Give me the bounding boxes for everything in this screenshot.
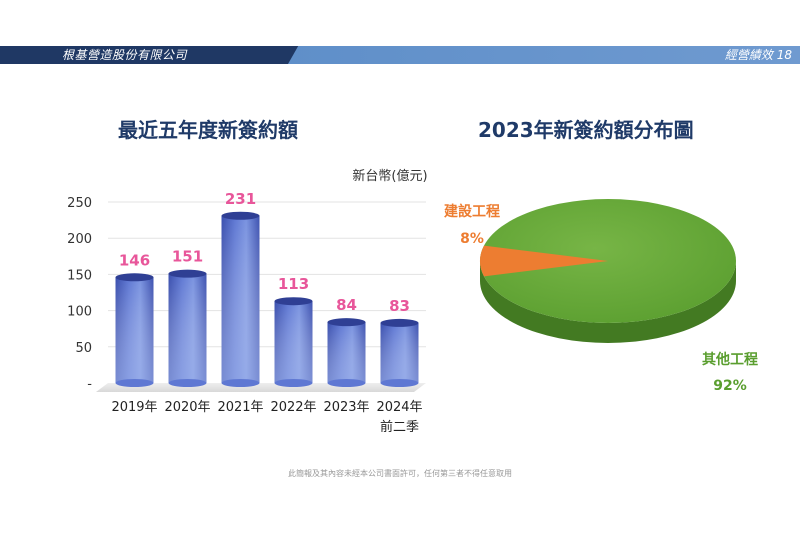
bar [274,297,313,387]
pie-label-other: 其他工程 [702,351,758,368]
pie-side [480,261,736,343]
pie-slice-construction [480,245,608,277]
x-tick-label: 2024年 [376,400,422,415]
header-left-band [0,46,300,64]
pie-chart-title: 2023年新簽約額分布圖 [478,118,694,142]
header-bar: 根基營造股份有限公司 經營績效 18 [0,46,800,64]
x-tick-label: 2022年 [270,400,316,415]
bar-value-label: 113 [278,275,309,293]
bar [115,273,154,387]
bar-value-label: 84 [336,296,357,314]
bar [380,318,419,387]
y-tick-label: 250 [67,196,92,211]
x-tick-label: 2019年 [111,400,157,415]
bar-value-label: 146 [119,251,150,269]
pie-value-other: 92% [713,378,747,394]
pie-value-construction: 8% [460,231,484,247]
header-right-band [288,46,800,64]
pie-label-construction: 建設工程 [444,203,500,220]
bar [327,318,366,387]
x-tick-label: 2020年 [164,400,210,415]
page-label: 經營績效 18 [725,46,792,64]
bar-chart-title: 最近五年度新簽約額 [118,118,298,142]
y-tick-label: 100 [67,305,92,320]
x-tick-label: 前二季 [380,419,419,435]
page-number: 18 [776,48,792,62]
bar-value-label: 231 [225,190,256,208]
bar [168,269,207,387]
y-tick-label: - [87,377,92,392]
x-tick-label: 2023年 [323,400,369,415]
y-tick-label: 150 [67,268,92,283]
bar-value-label: 151 [172,248,203,266]
y-tick-label: 50 [75,341,92,356]
y-tick-label: 200 [67,232,92,247]
bar-chart-unit: 新台幣(億元) [352,168,427,184]
x-tick-label: 2021年 [217,400,263,415]
bar-value-label: 83 [389,297,410,315]
footer-disclaimer: 此簡報及其內容未經本公司書面許可，任何第三者不得任意取用 [288,469,512,478]
section-title: 經營績效 [724,48,773,62]
company-name: 根基營造股份有限公司 [62,48,188,62]
bar [221,211,260,387]
